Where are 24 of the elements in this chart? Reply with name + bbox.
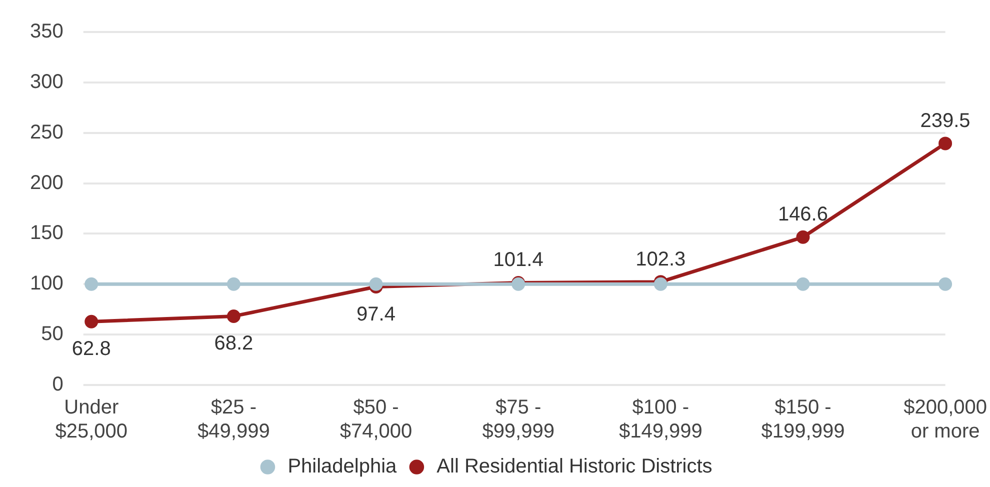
data-label: 68.2 [214, 332, 254, 355]
x-tick-label: $50 - $74,000 [340, 396, 412, 443]
y-tick-label: 250 [30, 121, 64, 144]
data-label: 146.6 [778, 204, 828, 226]
data-label: 239.5 [920, 110, 970, 132]
y-tick-label: 300 [30, 70, 64, 93]
data-label: 62.8 [72, 338, 111, 360]
y-tick-label: 0 [52, 374, 64, 396]
data-label: 97.4 [356, 303, 396, 326]
y-tick-label: 50 [41, 323, 64, 346]
y-tick-label: 350 [30, 20, 64, 43]
data-label: 101.4 [493, 249, 544, 272]
x-tick-label: $150 - $199,999 [761, 396, 845, 443]
x-tick-label: Under $25,000 [55, 396, 128, 443]
y-tick-label: 200 [30, 172, 64, 194]
x-tick-label: $200,000 or more [904, 396, 987, 443]
x-tick-label: $100 - $149,999 [618, 396, 702, 443]
x-tick-label: $25 - $49,999 [198, 396, 270, 443]
x-tick-label: $75 - $99,999 [482, 396, 554, 443]
legend-label: All Residential Historic Districts [436, 456, 712, 478]
data-label: 102.3 [636, 248, 686, 270]
y-tick-label: 100 [30, 272, 64, 295]
y-tick-label: 150 [30, 222, 64, 244]
legend-label: Philadelphia [288, 456, 398, 478]
